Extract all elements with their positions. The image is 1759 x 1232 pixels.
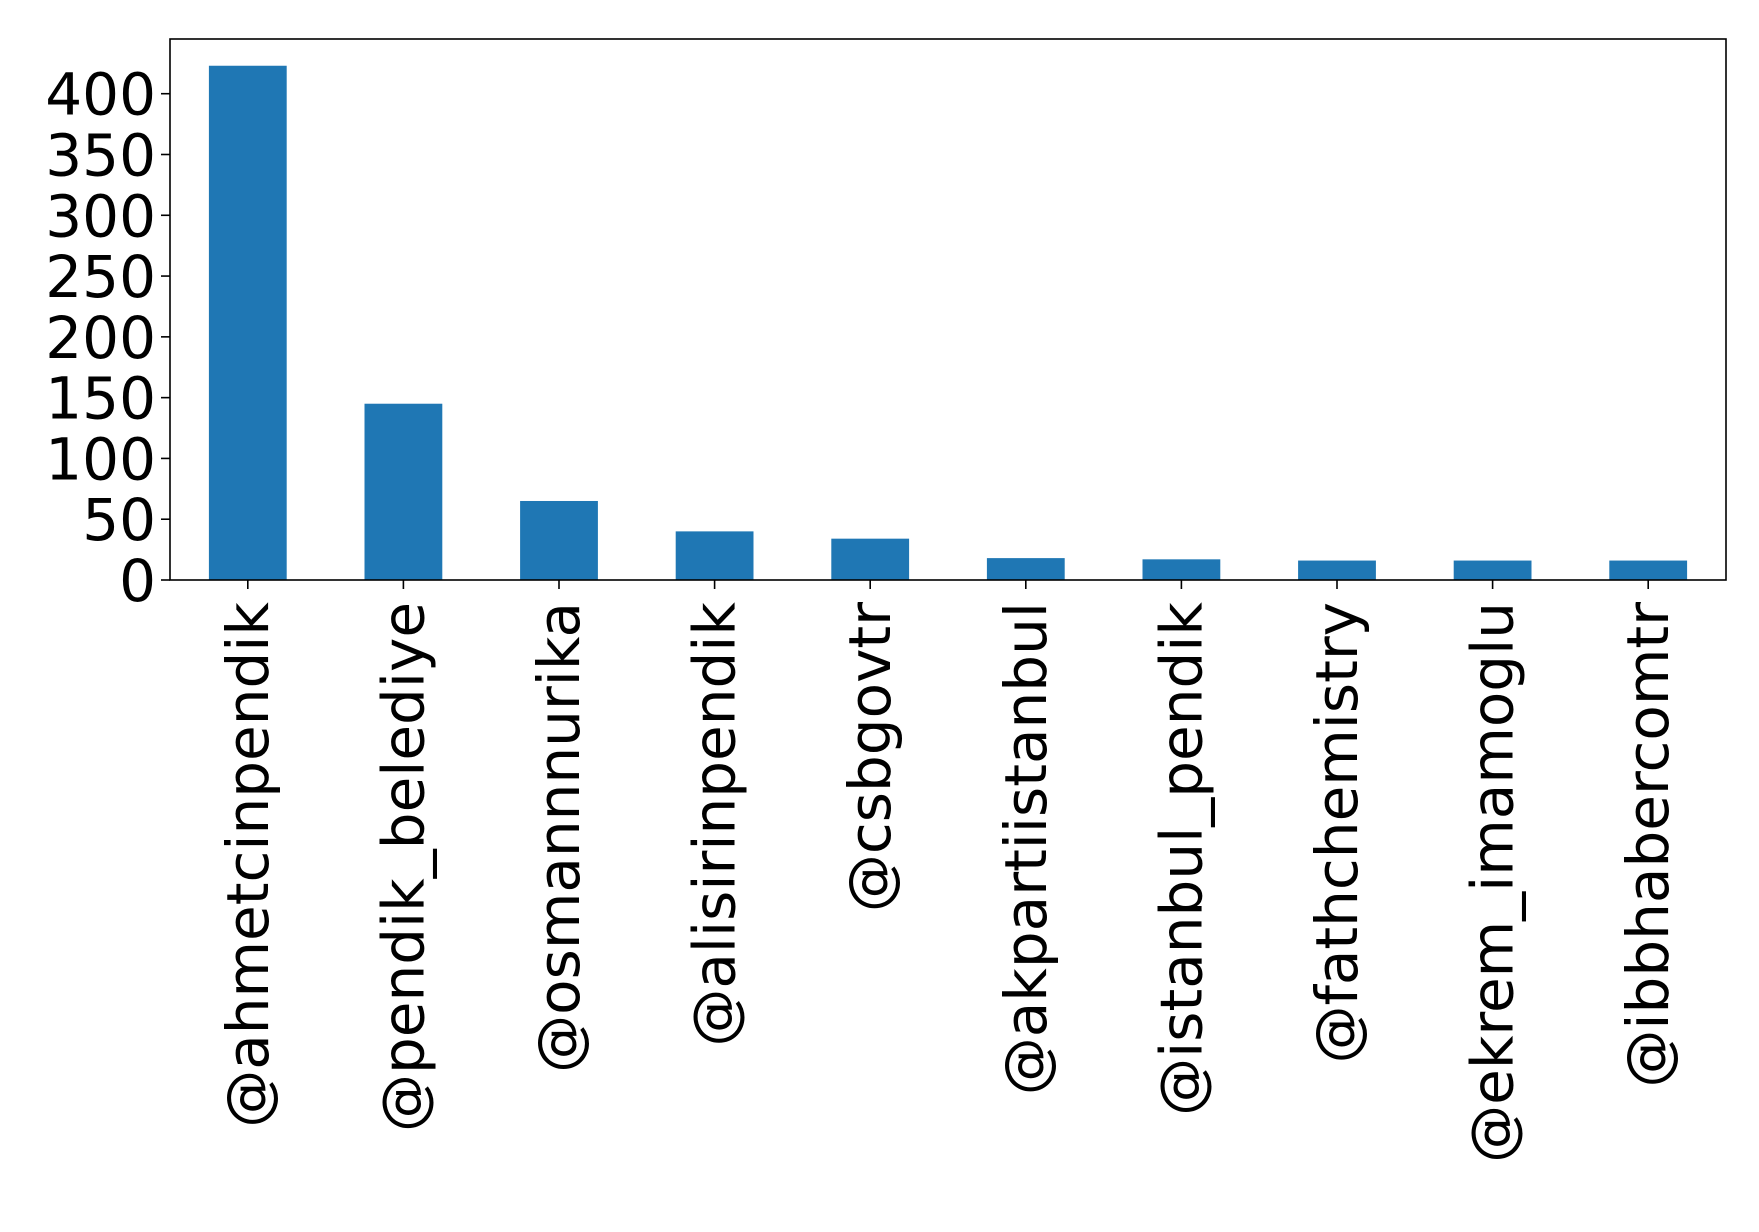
x-axis: @ahmetcinpendik @pendik_belediye @osmannnu… [214,580,1682,1163]
x-tick-label: @ekrem_imamoglu [1459,602,1527,1163]
bar-fathchemistry [1298,560,1376,580]
bar-csbgovtr [831,538,910,580]
y-tick-label: 200 [45,304,156,372]
bar-istanbul-pendik [1142,559,1221,580]
bar-osmannnurika [520,500,598,580]
plot-frame [169,38,1727,581]
y-tick-label: 100 [45,425,156,493]
bar-ahmetcinpendik [208,65,287,580]
bar-pendik-belediye [364,403,443,580]
x-tick-label: @akpartiistanbul [992,602,1060,1095]
x-tick-label: @osmannnurika [525,602,593,1073]
bar-ekrem-imamoglu [1453,560,1532,580]
y-tick-label: 50 [82,486,156,554]
x-tick-label: @ibbhabercomtr [1614,602,1682,1088]
x-tick-label: @fathchemistry [1303,602,1371,1064]
x-tick-label: @alisirinpendik [681,602,749,1047]
x-tick-label: @istanbul_pendik [1147,602,1215,1116]
x-tick-label: @pendik_belediye [369,602,437,1132]
y-tick-label: 150 [45,365,156,433]
bar-ibbhabercomtr [1609,560,1688,580]
y-tick-label: 300 [45,182,156,250]
x-tick-label: @csbgovtr [836,602,904,912]
y-tick-label: 400 [45,61,156,129]
x-tick-label: @ahmetcinpendik [214,602,282,1128]
bar-akpartiistanbul [986,558,1065,580]
y-tick-label: 350 [45,121,156,189]
y-tick-label: 250 [45,243,156,311]
y-tick-label: 0 [119,547,156,615]
bars-group [208,65,1688,580]
bar-alisirinpendik [675,531,754,580]
